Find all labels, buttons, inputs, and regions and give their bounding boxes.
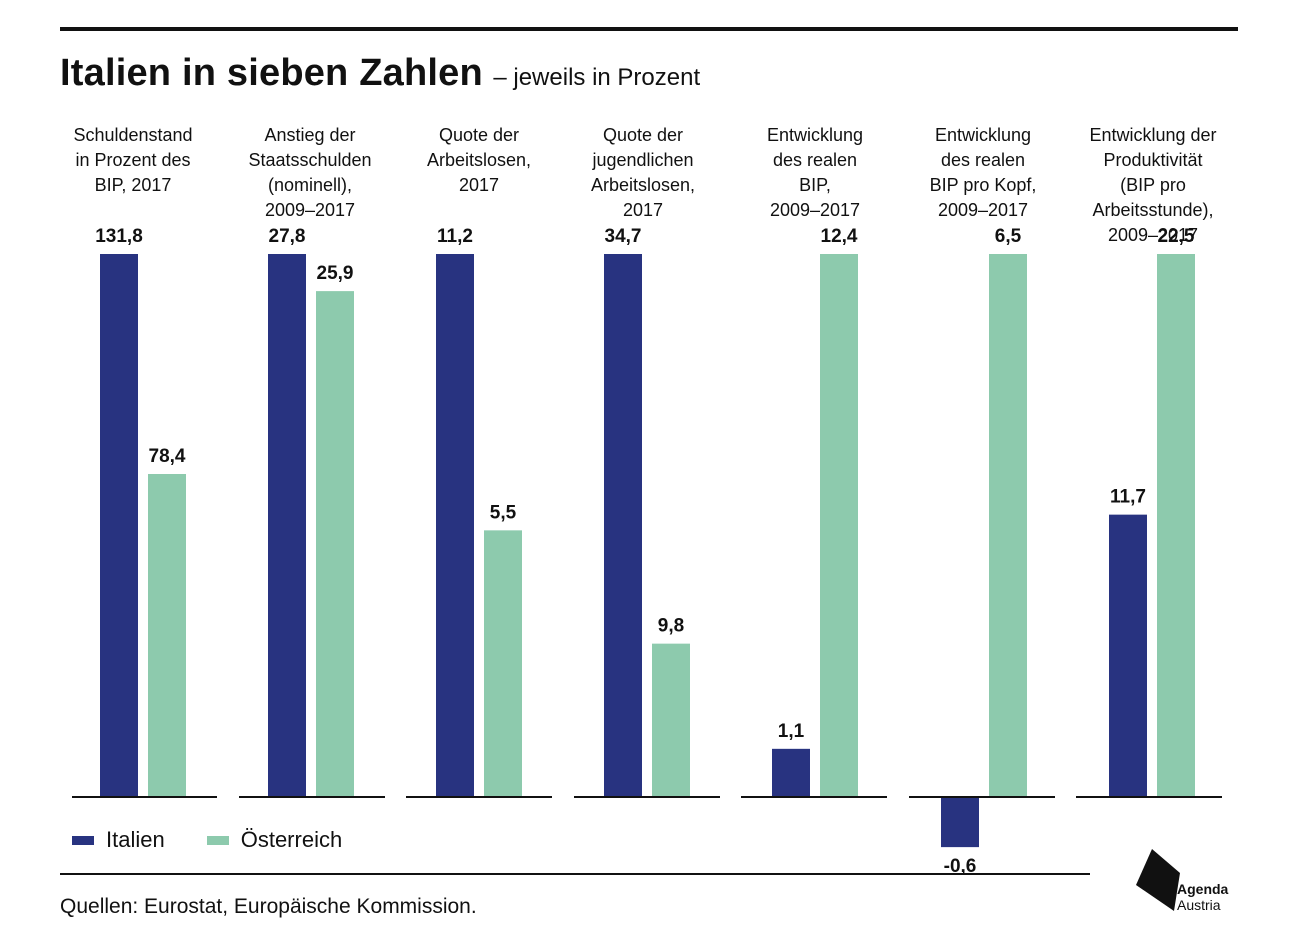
data-label-italien-3: 11,2 xyxy=(437,226,473,247)
bar-italien-7 xyxy=(1109,514,1147,797)
bar-italien-5 xyxy=(772,748,810,797)
bar-oesterreich-4 xyxy=(652,643,690,797)
bar-oesterreich-5 xyxy=(820,254,858,797)
legend-label-oesterreich: Österreich xyxy=(240,827,343,852)
bar-italien-2 xyxy=(268,254,306,797)
logo-mark-icon xyxy=(1136,849,1180,911)
legend-swatch-italien xyxy=(72,835,94,845)
data-label-oesterreich-1: 78,4 xyxy=(149,446,186,467)
logo-wordmark: Agenda Austria xyxy=(1177,881,1228,913)
category-label-7: Entwicklung der Produktivität (BIP pro A… xyxy=(1089,125,1217,245)
bar-oesterreich-6 xyxy=(989,254,1027,797)
category-label-6: Entwicklung des realen BIP pro Kopf, 200… xyxy=(929,125,1037,220)
bar-italien-3 xyxy=(436,254,474,797)
bar-italien-1 xyxy=(100,254,138,797)
title-row: Italien in sieben Zahlen – jeweils in Pr… xyxy=(60,52,700,95)
data-label-italien-7: 11,7 xyxy=(1110,487,1146,508)
agenda-austria-logo: Agenda Austria xyxy=(1130,845,1240,925)
data-label-italien-4: 34,7 xyxy=(605,226,642,247)
data-label-italien-2: 27,8 xyxy=(269,226,306,247)
logo-line-2: Austria xyxy=(1177,897,1221,913)
data-label-oesterreich-7: 22,5 xyxy=(1158,226,1195,247)
bar-oesterreich-1 xyxy=(148,474,186,797)
legend-item-italien: Italien xyxy=(72,827,165,853)
category-label-5: Entwicklung des realen BIP, 2009–2017 xyxy=(766,125,864,220)
chart-title: Italien in sieben Zahlen xyxy=(60,52,483,94)
source-note: Quellen: Eurostat, Europäische Kommissio… xyxy=(60,895,477,918)
data-label-oesterreich-2: 25,9 xyxy=(317,263,354,284)
category-label-2: Anstieg der Staatsschulden (nominell), 2… xyxy=(248,125,372,220)
bottom-rule xyxy=(60,873,1090,875)
bar-oesterreich-7 xyxy=(1157,254,1195,797)
data-label-oesterreich-6: 6,5 xyxy=(995,226,1022,247)
bar-oesterreich-2 xyxy=(316,291,354,797)
data-label-italien-6: -0,6 xyxy=(944,856,977,877)
category-label-1: Schuldenstand in Prozent des BIP, 2017 xyxy=(73,125,193,195)
logo-line-1: Agenda xyxy=(1177,881,1229,897)
legend-label-italien: Italien xyxy=(106,827,165,852)
category-label-4: Quote der jugendlichen Arbeitslosen, 201… xyxy=(590,125,696,220)
legend: Italien Österreich xyxy=(72,827,384,853)
data-label-oesterreich-4: 9,8 xyxy=(658,616,684,637)
data-label-italien-5: 1,1 xyxy=(778,721,805,742)
bar-italien-6 xyxy=(941,797,979,848)
bar-oesterreich-3 xyxy=(484,530,522,797)
data-label-italien-1: 131,8 xyxy=(95,226,143,247)
legend-swatch-oesterreich xyxy=(206,835,229,845)
data-label-oesterreich-5: 12,4 xyxy=(821,226,858,247)
chart-subtitle: – jeweils in Prozent xyxy=(493,64,701,91)
top-rule xyxy=(60,27,1238,31)
legend-item-oesterreich: Österreich xyxy=(206,827,343,853)
bar-italien-4 xyxy=(604,254,642,797)
data-label-oesterreich-3: 5,5 xyxy=(490,502,517,523)
category-label-3: Quote der Arbeitslosen, 2017 xyxy=(426,125,532,195)
